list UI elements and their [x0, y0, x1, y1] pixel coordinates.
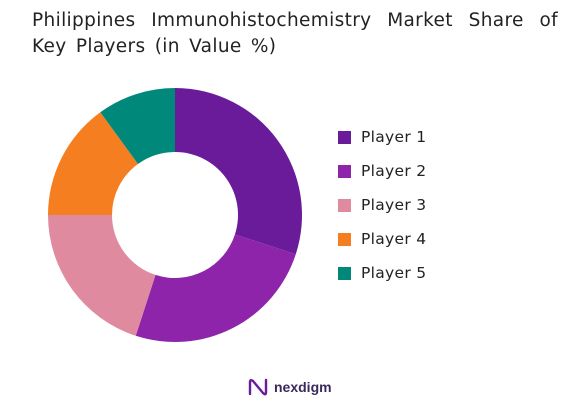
slice-player-3 — [48, 215, 156, 336]
legend-label: Player 3 — [361, 196, 427, 214]
legend-swatch — [338, 232, 351, 246]
legend-label: Player 2 — [361, 162, 427, 180]
legend-label: Player 4 — [361, 230, 427, 248]
donut-slices — [48, 88, 302, 342]
legend-swatch — [338, 130, 351, 144]
legend-item: Player 2 — [338, 154, 426, 188]
legend-swatch — [338, 266, 351, 280]
legend-label: Player 1 — [361, 128, 427, 146]
chart-title: Philippines Immunohistochemistry Market … — [32, 10, 558, 57]
slice-player-4 — [48, 112, 138, 215]
slice-player-5 — [100, 88, 175, 165]
nexdigm-logo-icon — [248, 378, 268, 396]
slice-player-1 — [175, 88, 302, 255]
legend-item: Player 3 — [338, 188, 426, 222]
slice-player-2 — [135, 234, 296, 342]
brand-logo: nexdigm — [248, 376, 332, 398]
legend-swatch — [338, 164, 351, 178]
brand-name: nexdigm — [274, 379, 332, 395]
legend-label: Player 5 — [361, 264, 427, 282]
legend-swatch — [338, 198, 351, 212]
legend-item: Player 4 — [338, 222, 426, 256]
legend-item: Player 1 — [338, 120, 426, 154]
legend-item: Player 5 — [338, 256, 426, 290]
legend: Player 1 Player 2 Player 3 Player 4 Player 5 — [338, 120, 426, 290]
